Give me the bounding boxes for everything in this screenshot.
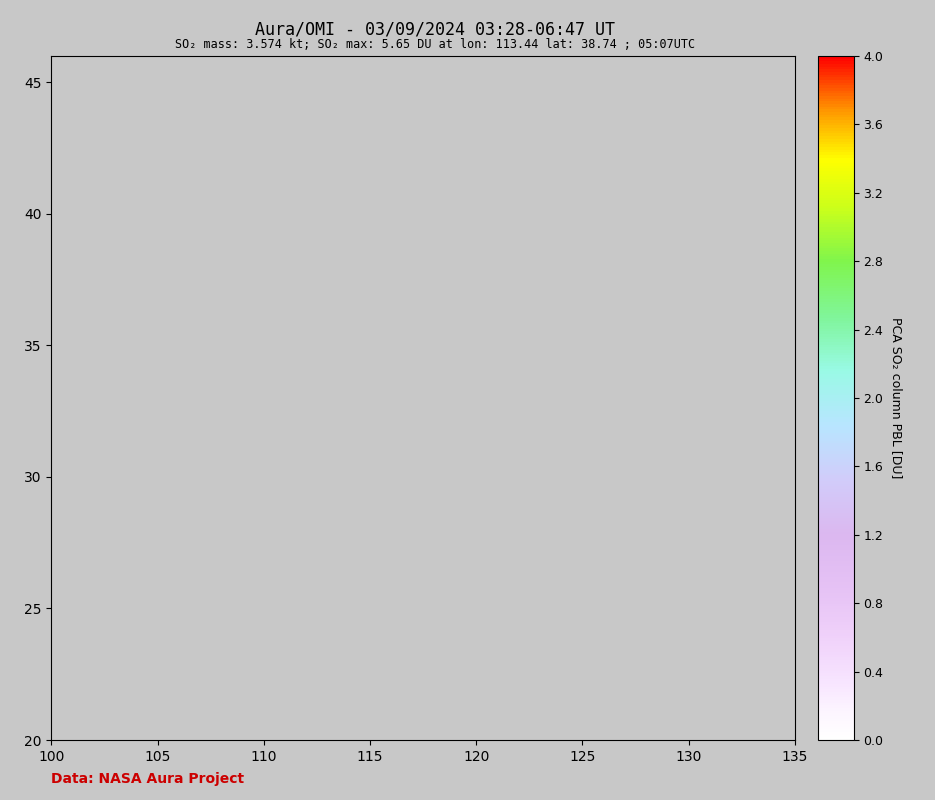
Text: Data: NASA Aura Project: Data: NASA Aura Project <box>51 771 245 786</box>
Text: Aura/OMI - 03/09/2024 03:28-06:47 UT: Aura/OMI - 03/09/2024 03:28-06:47 UT <box>254 20 615 38</box>
Text: SO₂ mass: 3.574 kt; SO₂ max: 5.65 DU at lon: 113.44 lat: 38.74 ; 05:07UTC: SO₂ mass: 3.574 kt; SO₂ max: 5.65 DU at … <box>175 38 695 51</box>
Y-axis label: PCA SO₂ column PBL [DU]: PCA SO₂ column PBL [DU] <box>890 318 903 478</box>
